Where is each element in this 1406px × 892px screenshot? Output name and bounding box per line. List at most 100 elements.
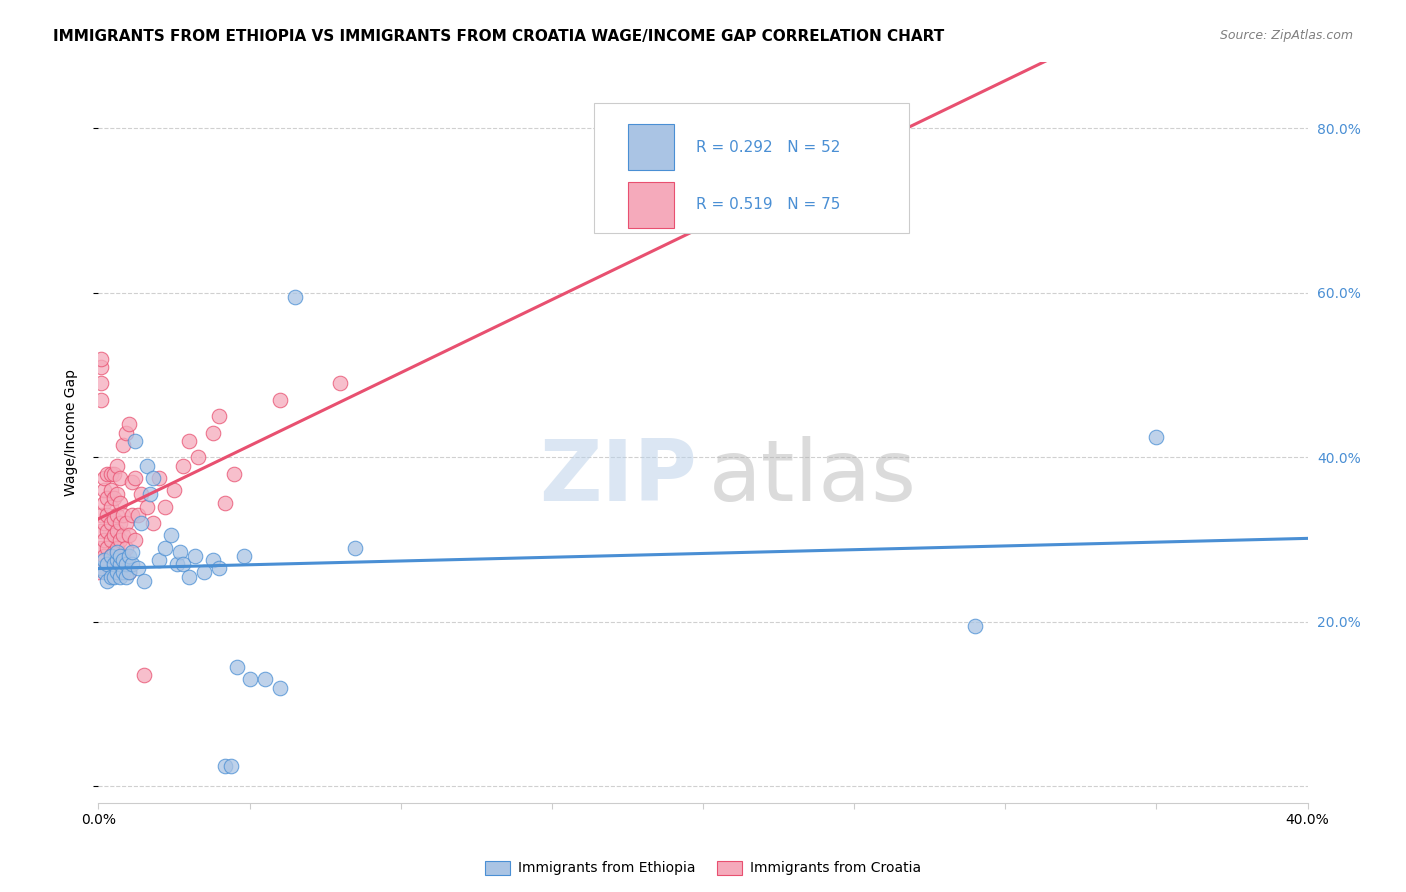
Point: [121, 558, 143, 572]
Point: [344, 541, 367, 555]
Point: [111, 566, 134, 580]
Point: [965, 619, 987, 633]
Point: [93, 483, 115, 498]
Point: [160, 528, 183, 542]
Point: [103, 561, 125, 575]
Point: [124, 471, 146, 485]
Point: [142, 471, 165, 485]
Point: [105, 487, 128, 501]
Point: [118, 417, 141, 432]
Point: [1144, 430, 1167, 444]
Point: [118, 566, 141, 580]
Point: [221, 758, 243, 772]
Point: [127, 508, 149, 522]
Point: [142, 516, 165, 530]
FancyBboxPatch shape: [628, 124, 673, 170]
Point: [208, 409, 231, 424]
Point: [179, 434, 201, 448]
Point: [100, 467, 122, 481]
Point: [93, 566, 115, 580]
Point: [224, 467, 246, 481]
Point: [166, 558, 188, 572]
Text: R = 0.519   N = 75: R = 0.519 N = 75: [696, 197, 841, 212]
Point: [90, 561, 112, 575]
Point: [226, 660, 249, 674]
Point: [269, 681, 291, 695]
Point: [105, 508, 128, 522]
Point: [121, 508, 143, 522]
Y-axis label: Wage/Income Gap: Wage/Income Gap: [63, 369, 77, 496]
Point: [103, 467, 125, 481]
Point: [118, 566, 141, 580]
Point: [239, 673, 262, 687]
Point: [90, 376, 112, 391]
Point: [93, 471, 115, 485]
Point: [284, 290, 307, 304]
Point: [103, 528, 125, 542]
Point: [108, 558, 131, 572]
Point: [93, 516, 115, 530]
Point: [90, 359, 112, 374]
Point: [193, 566, 215, 580]
Point: [108, 533, 131, 547]
Point: [139, 487, 162, 501]
Point: [93, 495, 115, 509]
Point: [111, 508, 134, 522]
Point: [253, 673, 276, 687]
Point: [100, 549, 122, 563]
Point: [96, 541, 118, 555]
Point: [105, 541, 128, 555]
Point: [129, 516, 152, 530]
Point: [90, 541, 112, 555]
Point: [153, 541, 176, 555]
Point: [96, 574, 118, 588]
Point: [100, 549, 122, 563]
Point: [208, 561, 231, 575]
Point: [214, 495, 236, 509]
Point: [93, 533, 115, 547]
Point: [153, 500, 176, 514]
Point: [108, 553, 131, 567]
Text: atlas: atlas: [709, 435, 917, 518]
Point: [111, 528, 134, 542]
Point: [103, 491, 125, 506]
Point: [187, 450, 209, 465]
Text: IMMIGRANTS FROM ETHIOPIA VS IMMIGRANTS FROM CROATIA WAGE/INCOME GAP CORRELATION : IMMIGRANTS FROM ETHIOPIA VS IMMIGRANTS F…: [53, 29, 945, 44]
Point: [96, 524, 118, 539]
Text: ZIP: ZIP: [540, 435, 697, 518]
Point: [127, 561, 149, 575]
Point: [90, 351, 112, 366]
Point: [96, 508, 118, 522]
Point: [124, 434, 146, 448]
Point: [172, 558, 194, 572]
Point: [96, 467, 118, 481]
Point: [118, 549, 141, 563]
Point: [103, 512, 125, 526]
Point: [105, 553, 128, 567]
Point: [129, 487, 152, 501]
Point: [100, 500, 122, 514]
Point: [103, 569, 125, 583]
Point: [214, 758, 236, 772]
Point: [108, 569, 131, 583]
Point: [148, 553, 170, 567]
Point: [329, 376, 352, 391]
Point: [93, 553, 115, 567]
Point: [184, 549, 207, 563]
Point: [100, 533, 122, 547]
Point: [114, 558, 136, 572]
Point: [87, 566, 110, 580]
Point: [148, 471, 170, 485]
Point: [121, 545, 143, 559]
Point: [202, 425, 225, 440]
Point: [124, 533, 146, 547]
Point: [114, 569, 136, 583]
Point: [114, 425, 136, 440]
Text: Source: ZipAtlas.com: Source: ZipAtlas.com: [1219, 29, 1353, 42]
Point: [111, 553, 134, 567]
Point: [135, 458, 157, 473]
Point: [163, 483, 186, 498]
Point: [135, 500, 157, 514]
Point: [172, 458, 194, 473]
FancyBboxPatch shape: [628, 182, 673, 227]
